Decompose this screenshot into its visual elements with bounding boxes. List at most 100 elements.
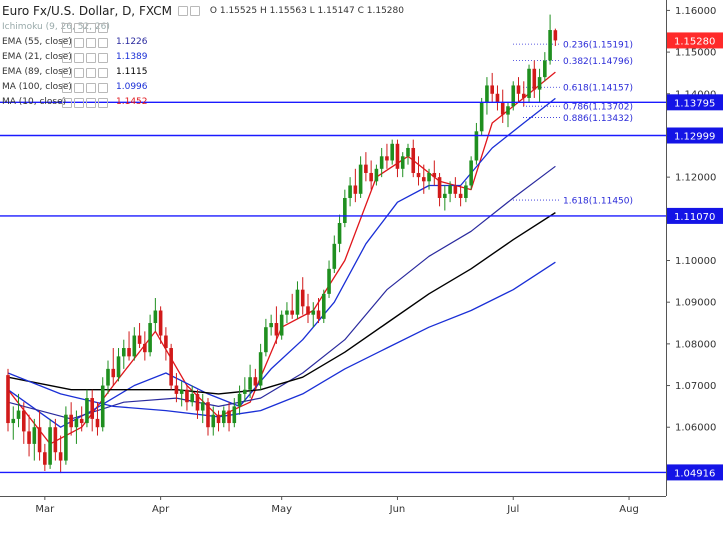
gear-icon[interactable] [74,22,84,33]
time-tick-label: May [271,504,292,515]
candle-body [364,164,368,173]
close-icon[interactable] [86,22,96,33]
candle-body [164,335,168,349]
eye-icon[interactable] [62,67,72,78]
more-icon[interactable] [98,82,108,93]
close-icon[interactable] [189,6,200,16]
candle-body [537,77,542,90]
close-icon[interactable] [86,82,96,93]
indicator-row[interactable]: Ichimoku (9, 26, 52, 26) [2,20,404,35]
candle-body [406,147,410,157]
candle-body [279,314,284,336]
indicator-row[interactable]: EMA (21, close) 1.1389 [2,50,404,65]
candle-body [21,410,26,432]
candle-body [106,368,110,386]
more-icon[interactable] [98,67,108,78]
eye-icon[interactable] [62,37,72,48]
price-tick-label: 1.16000 [675,6,716,17]
candle-body [264,327,268,353]
fib-level-label: 0.886(1.13432) [563,114,633,124]
eye-icon[interactable] [62,22,72,33]
level-price-label: 1.04916 [674,468,715,479]
level-price-label: 1.13795 [674,98,715,109]
indicator-value: 1.1452 [116,97,148,107]
candle-body [369,172,373,182]
chart-title-row: Euro Fx/U.S. Dollar, D, FXCM O 1.15525 H… [2,2,404,20]
candle-body [290,310,295,315]
close-icon[interactable] [86,37,96,48]
gear-icon[interactable] [74,67,84,78]
candle-body [248,377,252,390]
gear-icon[interactable] [177,6,188,16]
price-tick-label: 1.08000 [675,339,716,350]
eye-icon[interactable] [62,52,72,63]
candle-body [137,335,142,344]
indicator-row[interactable]: MA (100, close) 1.0996 [2,80,404,95]
candle-body [285,310,289,315]
candle-body [179,389,184,394]
candle-body [127,348,131,357]
current-price-label: 1.15280 [674,36,715,47]
more-icon[interactable] [98,22,108,33]
candle-body [521,93,526,98]
indicator-label: MA (100, close) [2,82,72,92]
candle-body [343,197,347,223]
chart-title: Euro Fx/U.S. Dollar, D, FXCM [2,3,172,18]
candle-body [464,185,468,198]
candle-body [69,414,73,428]
candle-body [295,289,300,315]
close-icon[interactable] [86,97,96,108]
candle-body [321,293,326,319]
level-price-label: 1.12999 [674,132,715,143]
indicator-row[interactable]: EMA (89, close) 1.1115 [2,65,404,80]
candle-body [479,102,484,132]
gear-icon[interactable] [74,52,84,63]
indicator-value: 1.1115 [116,67,148,77]
candle-body [453,185,458,194]
candle-body [100,385,105,428]
gear-icon[interactable] [74,37,84,48]
candle-body [74,418,79,428]
candle-body [200,402,205,411]
candle-body [337,222,342,244]
candle-body [227,410,231,424]
more-icon[interactable] [98,97,108,108]
candle-body [269,323,273,328]
candle-body [206,402,210,428]
candle-body [211,414,216,428]
candle-body [527,68,531,98]
more-icon[interactable] [98,37,108,48]
current-price-badge [667,32,723,49]
close-icon[interactable] [86,52,96,63]
candle-body [458,193,463,198]
gear-icon[interactable] [74,82,84,93]
candle-body [306,306,310,315]
candle-body [516,85,521,94]
fib-level-label: 0.382(1.14796) [563,57,633,67]
level-price-badge [667,464,723,481]
candle-body [111,368,116,378]
indicator-label: EMA (21, close) [2,52,72,62]
indicator-row[interactable]: MA (10, close) 1.1452 [2,95,404,110]
candle-body [216,414,221,424]
time-tick-label: Jul [506,504,519,515]
level-price-badge [667,94,723,111]
overlay-line [7,165,556,420]
eye-icon[interactable] [62,82,72,93]
candle-body [553,30,558,41]
overlay-line [7,97,556,428]
price-tick-label: 1.10000 [675,256,716,267]
gear-icon[interactable] [74,97,84,108]
candle-body [311,310,316,315]
close-icon[interactable] [86,67,96,78]
time-tick-label: Mar [35,504,55,515]
candle-body [95,418,100,428]
eye-icon[interactable] [62,97,72,108]
candle-body [474,131,479,161]
indicator-row[interactable]: EMA (55, close) 1.1226 [2,35,404,50]
candle-body [416,172,421,178]
time-tick-label: Aug [619,504,639,515]
candle-body [511,85,516,107]
more-icon[interactable] [98,52,108,63]
